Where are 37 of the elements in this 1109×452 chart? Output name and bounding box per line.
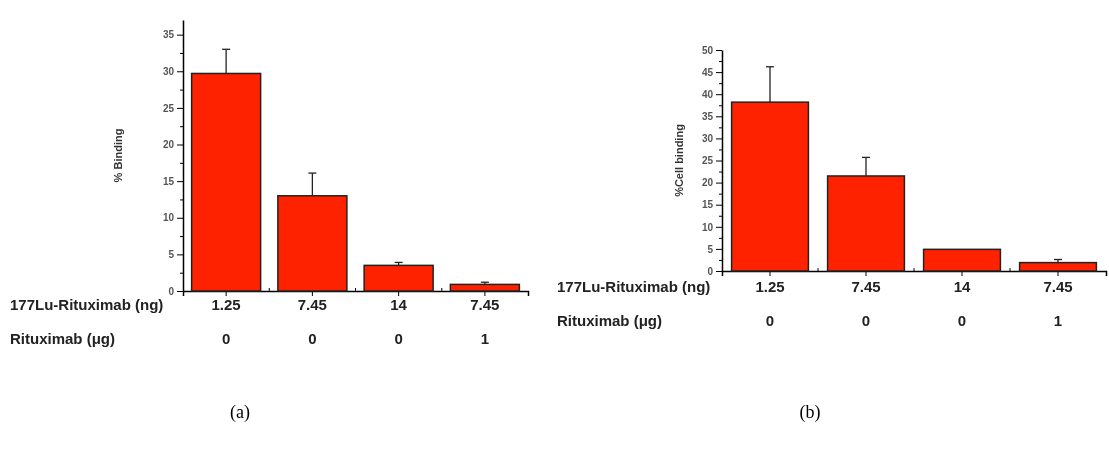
bar (922, 248, 1002, 272)
bar (1018, 261, 1098, 272)
y-axis-title: %Cell binding (673, 124, 685, 197)
text: (b) (799, 402, 821, 423)
y-tick-label: 30 (701, 133, 714, 145)
y-axis-title: % Binding (112, 128, 124, 183)
x-tick-label: 1.25 0 (211, 296, 241, 347)
x-tick-label: 14 0 (953, 278, 971, 329)
bar (363, 264, 434, 292)
bar (449, 283, 521, 292)
text: (a) (230, 402, 250, 423)
y-tick-label: 20 (701, 177, 714, 189)
y-tick-label: 25 (162, 102, 175, 114)
y-tick-label: 35 (162, 29, 175, 41)
y-tick-label: 45 (701, 66, 714, 78)
x-axis-title: 177Lu-Rituximab (ng) Rituximab (μg) (10, 296, 164, 347)
y-tick-label: 40 (701, 88, 714, 100)
x-axis-title: 177Lu-Rituximab (ng) Rituximab (μg) (557, 278, 711, 329)
x-tick-label: 7.45 1 (1043, 278, 1073, 329)
x-tick-label: 7.45 1 (470, 296, 500, 347)
y-tick-label: 5 (168, 249, 175, 261)
x-tick-label: 7.45 0 (851, 278, 881, 329)
y-tick-label: 50 (701, 44, 714, 56)
x-tick-label: 1.25 0 (755, 278, 785, 329)
x-tick-label: 7.45 0 (297, 296, 327, 347)
y-tick-label: 5 (707, 243, 714, 255)
y-tick-label: 0 (168, 285, 175, 297)
y-tick-label: 10 (162, 212, 175, 224)
x-tick-label: 14 0 (390, 296, 408, 347)
y-tick-label: 0 (707, 265, 714, 277)
y-tick-label: 20 (162, 139, 175, 151)
y-tick-label: 15 (701, 199, 714, 211)
y-tick-label: 35 (701, 111, 714, 122)
y-tick-label: 10 (701, 221, 714, 233)
y-tick-label: 30 (162, 65, 175, 77)
y-tick-label: 25 (701, 155, 714, 167)
y-tick-label: 15 (162, 175, 175, 187)
